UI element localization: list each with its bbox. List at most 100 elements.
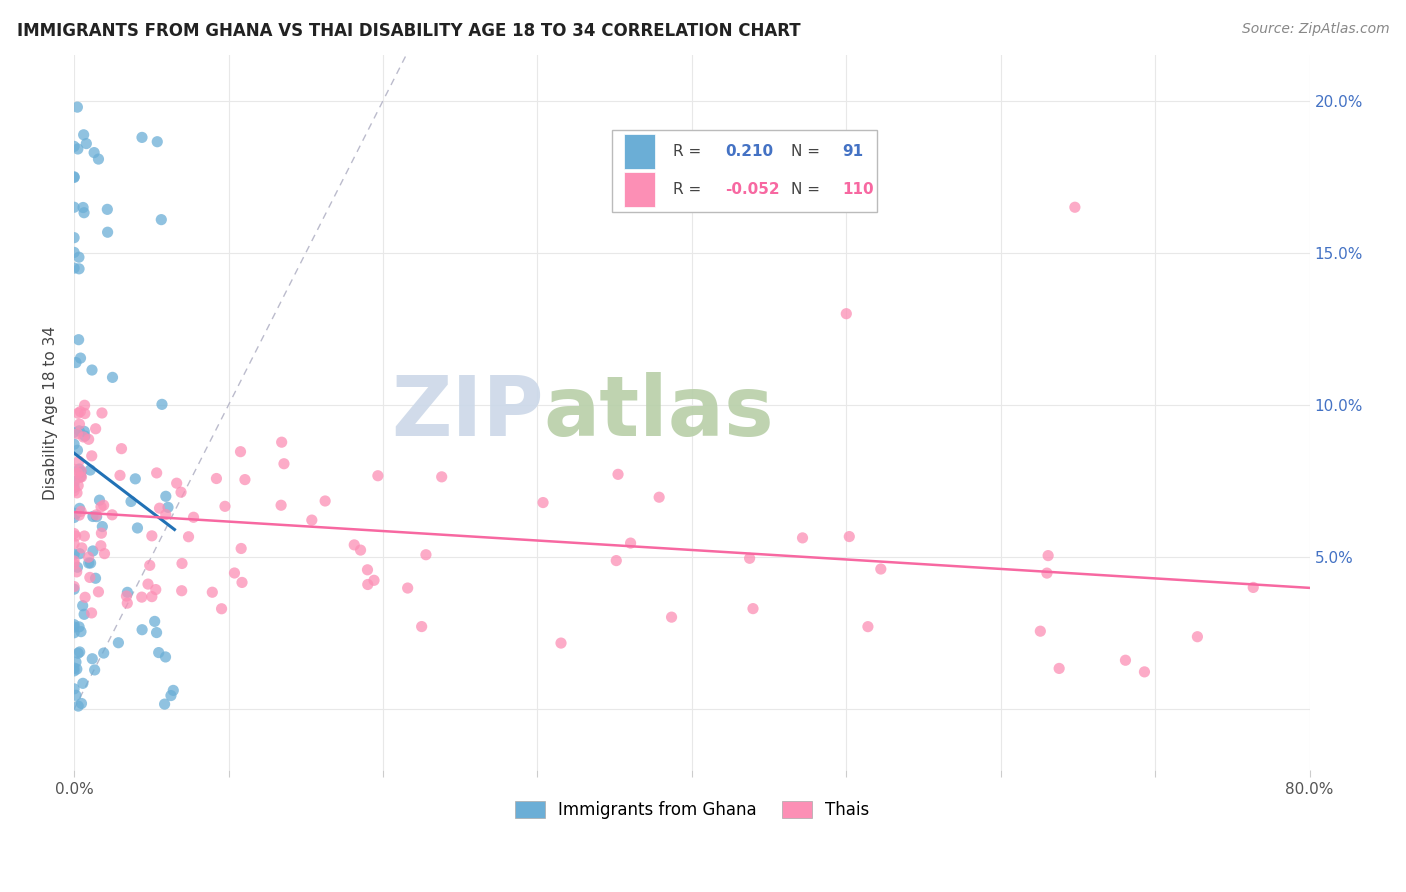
- Point: [63, 617, 86, 632]
- Point: [101, 508, 124, 522]
- Point: [661, 610, 683, 624]
- Text: R =: R =: [673, 145, 706, 159]
- Point: [155, 489, 177, 503]
- Text: 110: 110: [842, 182, 875, 197]
- Point: [67, 462, 90, 476]
- Text: R =: R =: [673, 182, 706, 197]
- Point: [96, 202, 118, 217]
- Point: [145, 625, 167, 640]
- Point: [72, 599, 94, 613]
- Point: [89, 493, 111, 508]
- Point: [80, 606, 103, 620]
- Point: [201, 585, 224, 599]
- Point: [139, 558, 162, 573]
- Point: [97, 225, 120, 239]
- Point: [93, 646, 115, 660]
- Point: [356, 563, 378, 577]
- Point: [792, 531, 814, 545]
- Point: [742, 601, 765, 615]
- Point: [110, 442, 132, 456]
- Point: [63, 554, 86, 568]
- Point: [79, 570, 101, 584]
- Point: [1047, 661, 1070, 675]
- Point: [73, 205, 96, 219]
- Point: [86, 508, 108, 522]
- Point: [72, 128, 94, 142]
- Point: [63, 681, 86, 696]
- Point: [70, 464, 93, 478]
- Point: [101, 370, 124, 384]
- Point: [63, 625, 86, 640]
- Point: [69, 404, 91, 418]
- Point: [856, 620, 879, 634]
- Point: [146, 135, 169, 149]
- Point: [141, 590, 163, 604]
- Point: [69, 645, 91, 659]
- Point: [160, 689, 183, 703]
- Point: [69, 351, 91, 365]
- Point: [136, 577, 159, 591]
- Point: [177, 530, 200, 544]
- Point: [224, 566, 246, 580]
- Point: [117, 596, 139, 610]
- Point: [86, 509, 108, 524]
- Point: [69, 470, 91, 484]
- Point: [131, 130, 153, 145]
- Point: [66, 142, 89, 156]
- Point: [648, 490, 671, 504]
- Y-axis label: Disability Age 18 to 34: Disability Age 18 to 34: [44, 326, 58, 500]
- Point: [141, 529, 163, 543]
- Point: [63, 476, 86, 491]
- Point: [607, 467, 630, 482]
- Point: [73, 429, 96, 443]
- Point: [155, 508, 177, 522]
- Text: N =: N =: [790, 182, 824, 197]
- Point: [1029, 624, 1052, 639]
- Point: [211, 601, 233, 615]
- Point: [63, 620, 86, 634]
- Point: [73, 398, 96, 412]
- Point: [90, 500, 112, 514]
- Point: [73, 425, 96, 439]
- Point: [73, 607, 96, 622]
- Point: [550, 636, 572, 650]
- Point: [143, 615, 166, 629]
- Point: [72, 676, 94, 690]
- Point: [166, 476, 188, 491]
- Point: [131, 623, 153, 637]
- Point: [349, 543, 371, 558]
- Point: [63, 437, 86, 451]
- Point: [65, 689, 87, 703]
- Point: [343, 538, 366, 552]
- Point: [273, 457, 295, 471]
- Point: [170, 583, 193, 598]
- Point: [214, 500, 236, 514]
- Point: [91, 519, 114, 533]
- Point: [70, 504, 93, 518]
- Point: [77, 432, 100, 446]
- Point: [357, 577, 380, 591]
- Point: [66, 466, 89, 480]
- Point: [1241, 581, 1264, 595]
- Point: [93, 547, 115, 561]
- Point: [156, 500, 179, 515]
- Point: [63, 261, 86, 276]
- Point: [63, 580, 86, 594]
- Point: [63, 526, 86, 541]
- Point: [63, 139, 86, 153]
- Point: [83, 145, 105, 160]
- Point: [411, 619, 433, 633]
- Point: [162, 683, 184, 698]
- Point: [233, 473, 256, 487]
- Point: [65, 507, 87, 521]
- Point: [63, 462, 86, 476]
- Text: 0.210: 0.210: [725, 145, 773, 159]
- Point: [117, 585, 139, 599]
- Point: [63, 661, 86, 675]
- Point: [1036, 549, 1059, 563]
- Point: [124, 472, 146, 486]
- Point: [1187, 630, 1209, 644]
- Point: [619, 536, 641, 550]
- Point: [63, 483, 86, 498]
- Point: [869, 562, 891, 576]
